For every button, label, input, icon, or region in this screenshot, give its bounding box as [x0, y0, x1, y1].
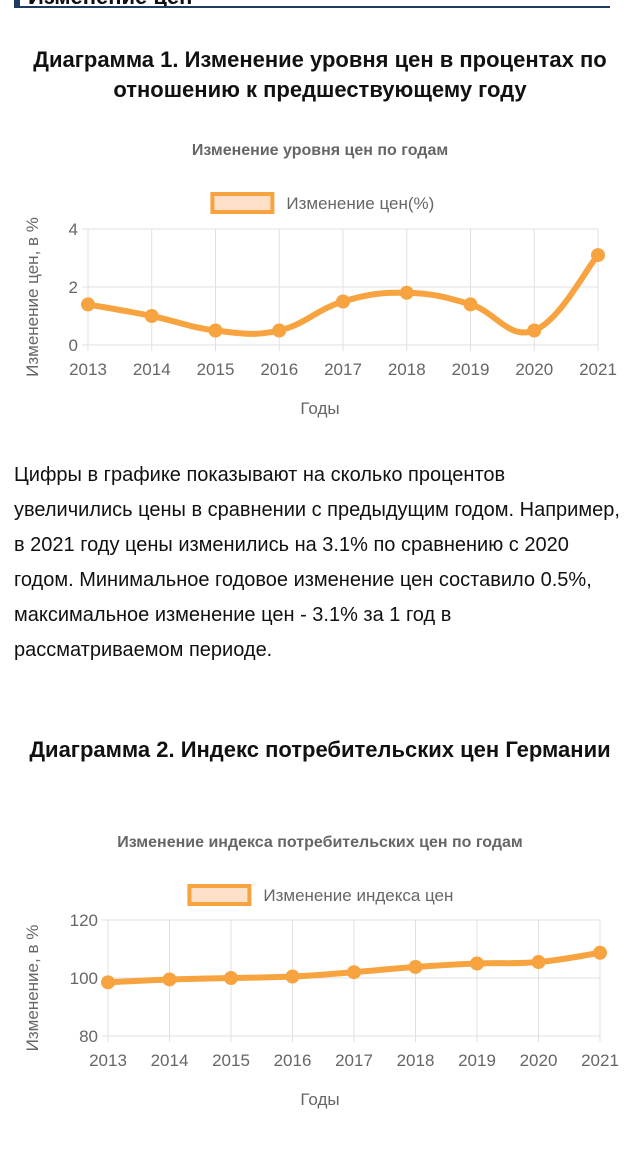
legend-label: Изменение индекса цен	[263, 886, 453, 905]
data-point	[527, 323, 542, 338]
y-tick-label: 120	[70, 911, 98, 930]
x-tick-label: 2016	[260, 360, 298, 379]
y-tick-label: 4	[69, 220, 78, 239]
data-point	[347, 965, 361, 980]
data-point	[399, 285, 414, 300]
chart-title: Изменение индекса потребительских цен по…	[117, 834, 523, 851]
section-title: Изменение цен	[28, 0, 192, 6]
x-tick-label: 2021	[581, 1051, 619, 1070]
chart1-heading: Диаграмма 1. Изменение уровня цен в проц…	[33, 47, 607, 102]
y-tick-label: 100	[70, 969, 98, 988]
x-tick-label: 2017	[324, 360, 362, 379]
y-tick-label: 0	[69, 336, 78, 355]
data-point	[144, 309, 159, 323]
data-point	[272, 323, 287, 338]
chart1-description: Цифры в графике показывают на сколько пр…	[14, 464, 620, 661]
legend-swatch	[187, 884, 252, 906]
x-axis-label: Годы	[300, 399, 339, 418]
legend-swatch	[210, 192, 275, 214]
data-point	[593, 945, 607, 960]
x-tick-label: 2017	[335, 1051, 373, 1070]
x-axis-label: Годы	[300, 1090, 339, 1109]
data-point	[591, 248, 605, 263]
x-tick-label: 2018	[388, 360, 426, 379]
x-tick-label: 2019	[452, 360, 490, 379]
x-tick-label: 2013	[89, 1051, 127, 1070]
section-header-bar: Изменение цен	[14, 0, 610, 8]
chart-2: Изменение индекса потребительских цен по…	[23, 834, 619, 1109]
data-point	[336, 294, 350, 309]
x-tick-label: 2014	[151, 1051, 189, 1070]
y-axis-label: Изменение, в %	[23, 925, 42, 1052]
x-tick-label: 2020	[520, 1051, 558, 1070]
x-tick-label: 2019	[458, 1051, 496, 1070]
data-point	[470, 956, 484, 971]
x-tick-label: 2016	[274, 1051, 312, 1070]
data-point	[408, 959, 423, 974]
chart-1: Изменение уровня цен по годам Изменение ц…	[23, 142, 617, 418]
chart-title: Изменение уровня цен по годам	[192, 142, 448, 159]
data-point	[463, 297, 478, 312]
data-point	[224, 971, 238, 985]
data-point	[162, 972, 177, 987]
x-tick-label: 2013	[69, 360, 107, 379]
data-point	[208, 323, 223, 338]
data-point	[531, 955, 546, 970]
y-tick-label: 80	[79, 1027, 98, 1046]
x-tick-label: 2015	[197, 360, 235, 379]
x-tick-label: 2015	[212, 1051, 250, 1070]
data-point	[285, 969, 300, 984]
x-tick-label: 2014	[133, 360, 171, 379]
x-tick-label: 2020	[515, 360, 553, 379]
data-point	[81, 297, 95, 312]
data-point	[101, 975, 115, 990]
y-tick-label: 2	[69, 278, 78, 297]
legend-label: Изменение цен(%)	[286, 194, 434, 213]
chart2-heading: Диаграмма 2. Индекс потребительских цен …	[29, 737, 611, 762]
y-axis-label: Изменение цен, в %	[23, 217, 42, 377]
x-tick-label: 2018	[397, 1051, 435, 1070]
x-tick-label: 2021	[579, 360, 617, 379]
